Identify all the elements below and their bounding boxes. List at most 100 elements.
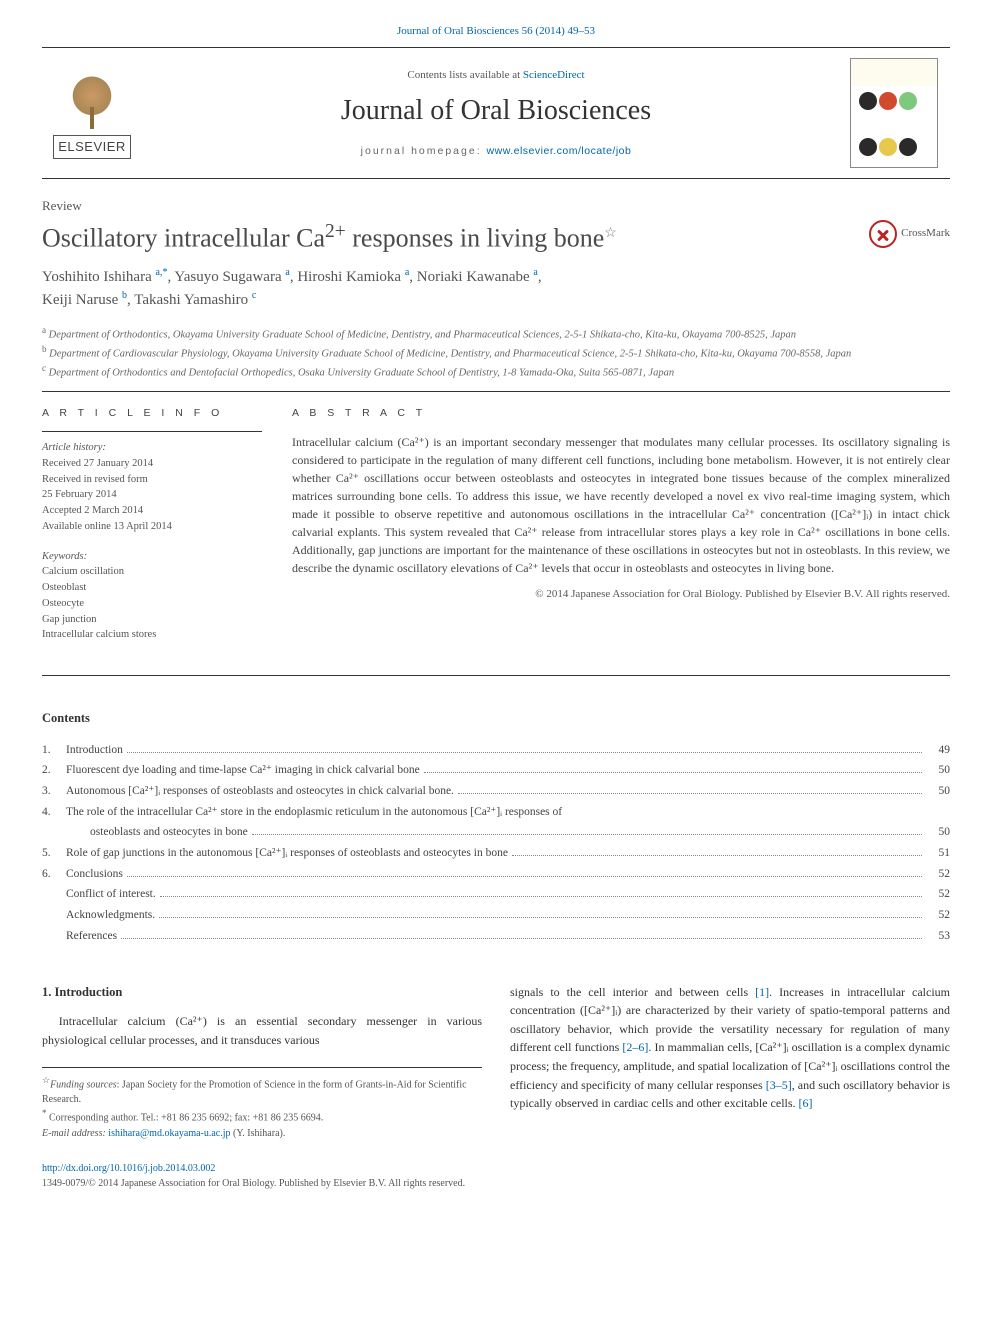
reference-link[interactable]: [1] bbox=[755, 985, 769, 999]
masthead: ELSEVIER Contents lists available at Sci… bbox=[42, 47, 950, 179]
masthead-center: Contents lists available at ScienceDirec… bbox=[142, 68, 850, 159]
crossmark-icon bbox=[869, 220, 897, 248]
keyword: Calcium oscillation bbox=[42, 564, 262, 580]
journal-cover-thumbnail bbox=[850, 58, 938, 168]
toc-leader-dots bbox=[121, 938, 922, 939]
running-head-link[interactable]: Journal of Oral Biosciences 56 (2014) 49… bbox=[397, 25, 595, 37]
reference-link[interactable]: [6] bbox=[799, 1096, 813, 1110]
toc-row[interactable]: 1.Introduction49 bbox=[42, 740, 950, 761]
affiliation-text: Department of Orthodontics and Dentofaci… bbox=[49, 368, 674, 379]
toc-number: 5. bbox=[42, 843, 66, 864]
homepage-prefix: journal homepage: bbox=[361, 145, 487, 157]
toc-row[interactable]: 4.The role of the intracellular Ca²⁺ sto… bbox=[42, 802, 950, 823]
section-heading: 1. Introduction bbox=[42, 983, 482, 1002]
keyword: Gap junction bbox=[42, 612, 262, 628]
toc-label: Acknowledgments. bbox=[66, 905, 155, 926]
author: Hiroshi Kamioka a bbox=[297, 269, 409, 285]
body-paragraph: Intracellular calcium (Ca²⁺) is an essen… bbox=[42, 1012, 482, 1049]
toc-label: Fluorescent dye loading and time-lapse C… bbox=[66, 760, 420, 781]
corresponding-tel: +81 86 235 6692 bbox=[161, 1113, 229, 1124]
footnote-asterisk-icon: * bbox=[42, 1108, 47, 1118]
body-right-column: signals to the cell interior and between… bbox=[510, 983, 950, 1141]
elsevier-label: ELSEVIER bbox=[53, 135, 131, 159]
history-line: Available online 13 April 2014 bbox=[42, 519, 262, 535]
body-columns: 1. Introduction Intracellular calcium (C… bbox=[42, 983, 950, 1141]
toc-row[interactable]: References53 bbox=[42, 926, 950, 947]
toc-number: 6. bbox=[42, 864, 66, 885]
email-label: E-mail address: bbox=[42, 1128, 108, 1139]
email-who: (Y. Ishihara). bbox=[231, 1128, 286, 1139]
author-name: Hiroshi Kamioka bbox=[297, 269, 401, 285]
corresponding-author-link[interactable]: * bbox=[162, 269, 167, 285]
article-type: Review bbox=[42, 197, 950, 215]
author: Keiji Naruse b bbox=[42, 292, 127, 308]
email-footnote: E-mail address: ishihara@md.okayama-u.ac… bbox=[42, 1126, 482, 1141]
sciencedirect-link[interactable]: ScienceDirect bbox=[523, 69, 585, 81]
author-affiliation-link[interactable]: a bbox=[533, 269, 537, 285]
toc-leader-dots bbox=[127, 876, 922, 877]
body-paragraph: signals to the cell interior and between… bbox=[510, 983, 950, 1113]
toc-number: 1. bbox=[42, 740, 66, 761]
affiliation: c Department of Orthodontics and Dentofa… bbox=[42, 362, 950, 381]
toc-page: 52 bbox=[926, 905, 950, 926]
body-left-column: 1. Introduction Intracellular calcium (C… bbox=[42, 983, 482, 1141]
author-name: Takashi Yamashiro bbox=[134, 292, 248, 308]
toc-row[interactable]: 6.Conclusions52 bbox=[42, 864, 950, 885]
doi-link[interactable]: http://dx.doi.org/10.1016/j.job.2014.03.… bbox=[42, 1163, 215, 1174]
toc-row[interactable]: Conflict of interest.52 bbox=[42, 884, 950, 905]
toc-leader-dots bbox=[159, 917, 922, 918]
crossmark-badge[interactable]: CrossMark bbox=[869, 220, 950, 248]
toc-leader-dots bbox=[127, 752, 922, 753]
reference-link[interactable]: [3–5] bbox=[766, 1078, 792, 1092]
cover-dot bbox=[899, 92, 917, 110]
history-line: 25 February 2014 bbox=[42, 487, 262, 503]
contents-section: Contents 1.Introduction492.Fluorescent d… bbox=[42, 710, 950, 946]
publisher-block: ELSEVIER bbox=[42, 67, 142, 159]
corresponding-label: Corresponding author. Tel.: bbox=[49, 1113, 161, 1124]
author-name: Yasuyo Sugawara bbox=[174, 269, 281, 285]
running-head-citation: 56 (2014) 49–53 bbox=[522, 25, 595, 37]
toc-row[interactable]: 3.Autonomous [Ca²⁺]ᵢ responses of osteob… bbox=[42, 781, 950, 802]
elsevier-tree-icon bbox=[60, 67, 124, 131]
article-history-block: Article history: Received 27 January 201… bbox=[42, 431, 262, 535]
toc-label: References bbox=[66, 926, 117, 947]
abstract-column: A B S T R A C T Intracellular calcium (C… bbox=[292, 406, 950, 657]
author-affiliation-link[interactable]: a bbox=[405, 269, 409, 285]
cover-thumbnail-wrap bbox=[850, 58, 950, 168]
toc-leader-dots bbox=[160, 896, 922, 897]
affiliation-list: a Department of Orthodontics, Okayama Un… bbox=[42, 324, 950, 382]
keywords-block: Keywords: Calcium oscillation Osteoblast… bbox=[42, 549, 262, 644]
toc-row[interactable]: osteoblasts and osteocytes in bone 50 bbox=[42, 822, 950, 843]
title-footnote-star-icon: ☆ bbox=[604, 226, 617, 241]
contents-head: Contents bbox=[42, 710, 950, 728]
keyword: Osteocyte bbox=[42, 596, 262, 612]
author-affiliation-link[interactable]: c bbox=[252, 292, 256, 308]
title-superscript: 2+ bbox=[325, 221, 346, 242]
author-affiliation-link[interactable]: a bbox=[285, 269, 289, 285]
title-part-1: Oscillatory intracellular Ca bbox=[42, 223, 325, 252]
cover-dot bbox=[859, 138, 877, 156]
toc-row[interactable]: 2.Fluorescent dye loading and time-lapse… bbox=[42, 760, 950, 781]
toc-leader-dots bbox=[424, 772, 922, 773]
toc-label: osteoblasts and osteocytes in bone bbox=[66, 822, 248, 843]
toc-page: 50 bbox=[926, 822, 950, 843]
reference-link[interactable]: [2–6] bbox=[622, 1040, 648, 1054]
author: Takashi Yamashiro c bbox=[134, 292, 256, 308]
email-link[interactable]: ishihara@md.okayama-u.ac.jp bbox=[108, 1128, 230, 1139]
author-name: Keiji Naruse bbox=[42, 292, 118, 308]
article-info-column: A R T I C L E I N F O Article history: R… bbox=[42, 406, 262, 657]
toc-row[interactable]: 5.Role of gap junctions in the autonomou… bbox=[42, 843, 950, 864]
history-line: Accepted 2 March 2014 bbox=[42, 503, 262, 519]
toc-page: 51 bbox=[926, 843, 950, 864]
toc-number: 3. bbox=[42, 781, 66, 802]
fax-label: ; fax: bbox=[229, 1113, 252, 1124]
toc-row[interactable]: Acknowledgments. 52 bbox=[42, 905, 950, 926]
author-affiliation-link[interactable]: b bbox=[122, 292, 127, 308]
toc-number: 4. bbox=[42, 802, 66, 823]
author-list: Yoshihito Ishihara a,*, Yasuyo Sugawara … bbox=[42, 265, 950, 312]
running-head: Journal of Oral Biosciences 56 (2014) 49… bbox=[42, 24, 950, 39]
author: Yasuyo Sugawara a bbox=[174, 269, 289, 285]
doi-block: http://dx.doi.org/10.1016/j.job.2014.03.… bbox=[42, 1161, 950, 1191]
toc-label: Role of gap junctions in the autonomous … bbox=[66, 843, 508, 864]
journal-homepage-link[interactable]: www.elsevier.com/locate/job bbox=[487, 145, 632, 157]
